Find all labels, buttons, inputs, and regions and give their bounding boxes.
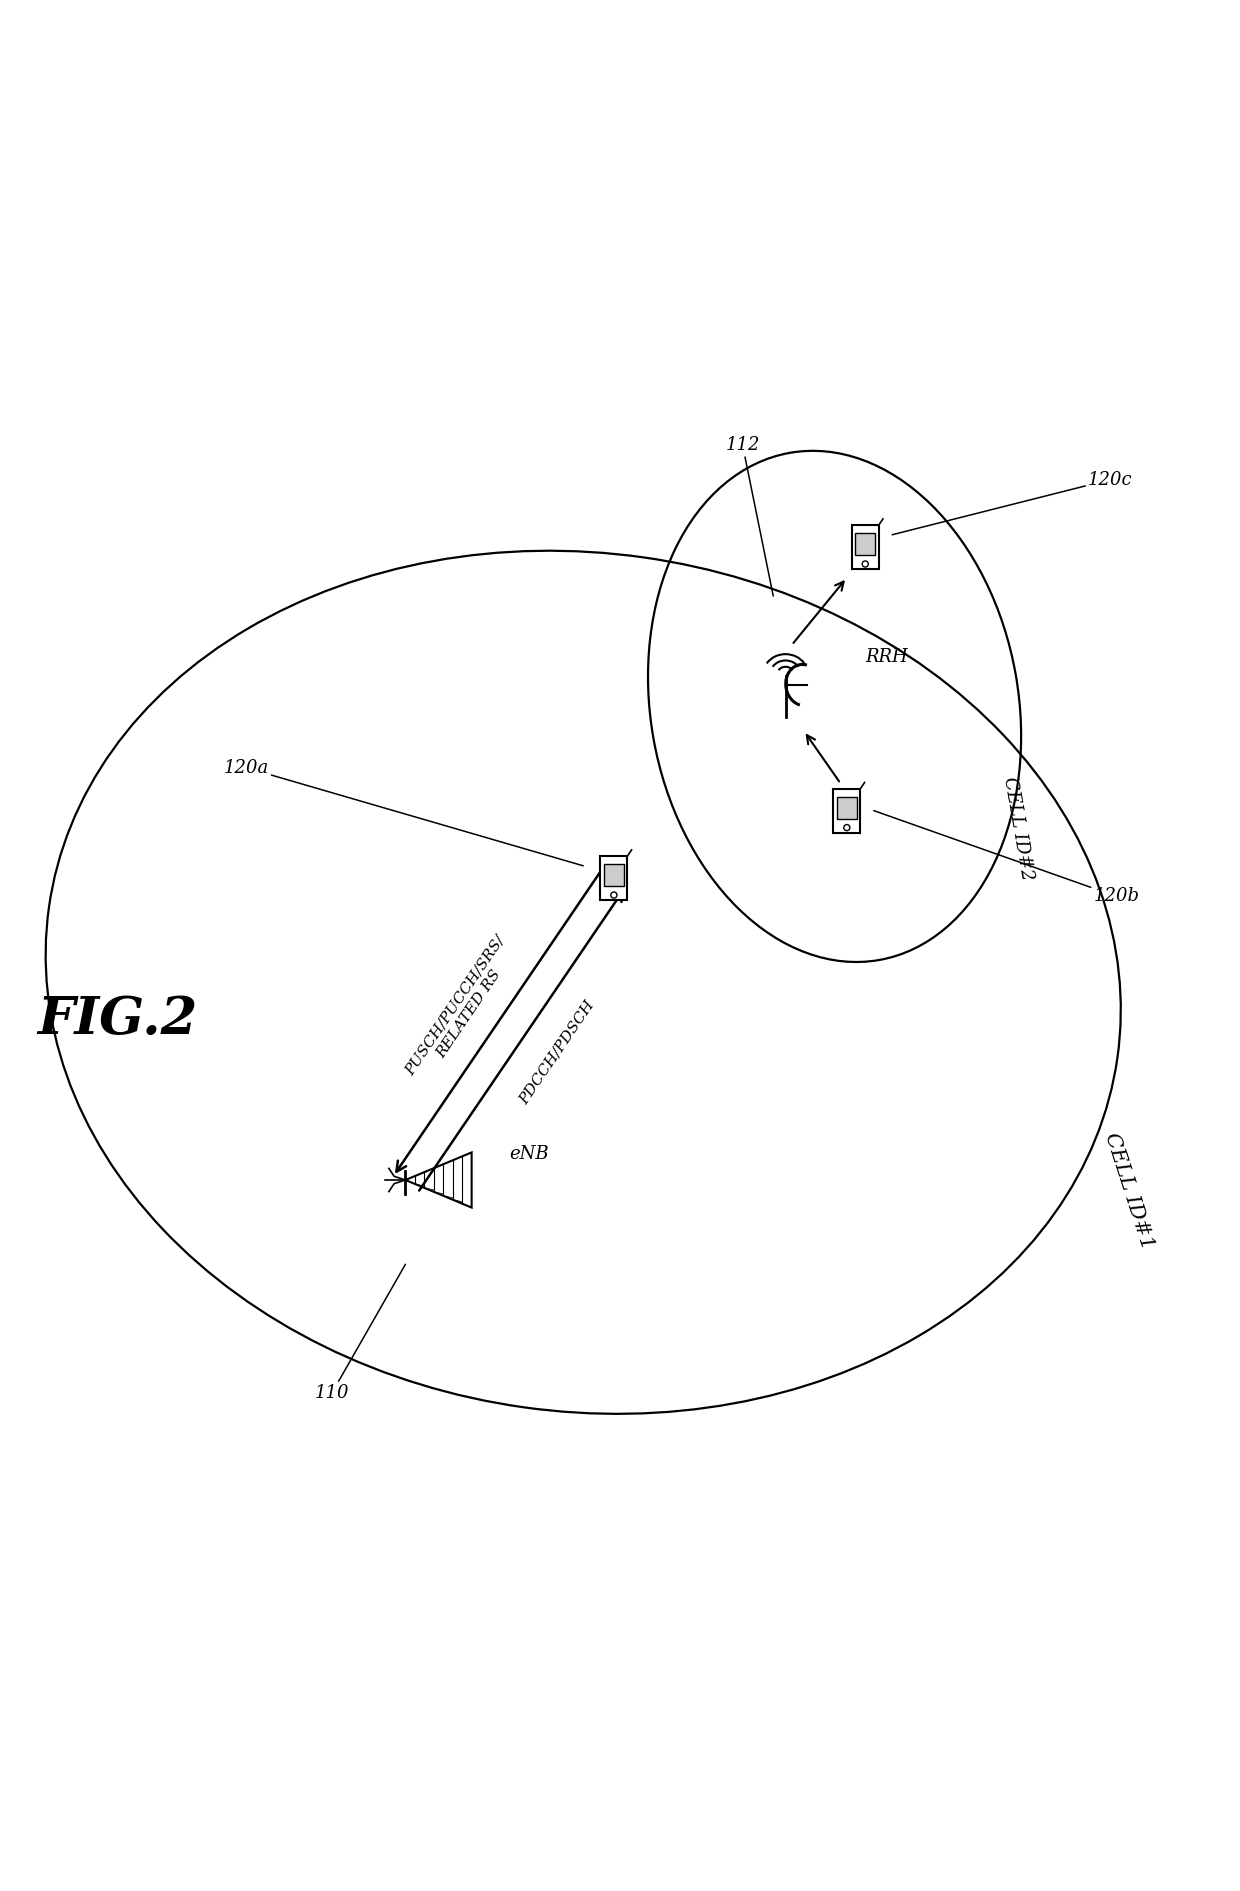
Circle shape — [843, 824, 849, 830]
Bar — [852, 526, 879, 569]
Text: CELL ID#1: CELL ID#1 — [1101, 1131, 1157, 1252]
Circle shape — [862, 562, 868, 567]
Text: 110: 110 — [315, 1265, 405, 1401]
Bar — [856, 533, 875, 554]
Text: RRH: RRH — [866, 649, 908, 666]
Circle shape — [611, 893, 618, 898]
Text: 120a: 120a — [223, 758, 583, 866]
Text: 120b: 120b — [874, 811, 1140, 906]
Text: FIG.2: FIG.2 — [37, 993, 197, 1044]
Bar — [833, 789, 861, 832]
Bar — [600, 857, 627, 900]
Text: 112: 112 — [725, 437, 774, 596]
Text: 120c: 120c — [893, 471, 1133, 535]
Text: PDCCH/PDSCH: PDCCH/PDSCH — [517, 998, 598, 1108]
Bar — [837, 796, 857, 819]
Bar — [604, 864, 624, 887]
Text: eNB: eNB — [510, 1144, 549, 1163]
Text: PUSCH/PUCCH/SRS/
RELATED RS: PUSCH/PUCCH/SRS/ RELATED RS — [403, 932, 521, 1087]
Text: CELL ID#2: CELL ID#2 — [1001, 775, 1037, 883]
